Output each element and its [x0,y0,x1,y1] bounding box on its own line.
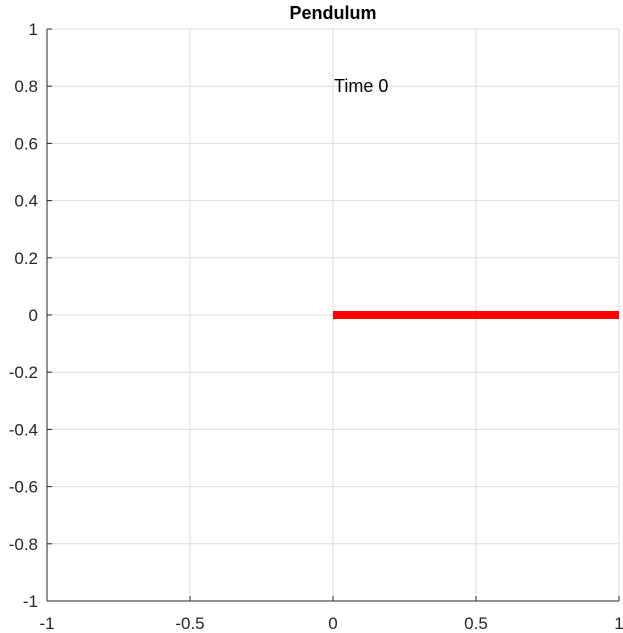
y-tick-label: -0.4 [9,420,38,439]
y-tick-label: -0.2 [9,363,38,382]
y-ticks: 1 0.8 0.6 0.4 0.2 0 -0.2 -0.4 -0.6 -0.8 -1 [9,20,52,611]
y-tick-label: 0 [29,306,38,325]
y-tick-label: -0.6 [9,478,38,497]
time-annotation: Time 0 [334,76,388,96]
y-tick-label: 0.6 [14,134,38,153]
x-tick-label: -0.5 [175,614,204,633]
chart-title: Pendulum [289,3,376,23]
y-tick-label: 0.4 [14,192,38,211]
x-tick-label: 0.5 [464,614,488,633]
y-tick-label: 1 [29,20,38,39]
x-tick-label: 1 [614,614,623,633]
x-tick-label: 0 [328,614,337,633]
y-tick-label: -1 [23,592,38,611]
y-tick-label: 0.2 [14,249,38,268]
y-tick-label: -0.8 [9,535,38,554]
y-tick-label: 0.8 [14,77,38,96]
x-tick-label: -1 [39,614,54,633]
annotation-layer: Time 0 [334,76,388,96]
x-ticks: -1 -0.5 0 0.5 1 [39,596,623,633]
